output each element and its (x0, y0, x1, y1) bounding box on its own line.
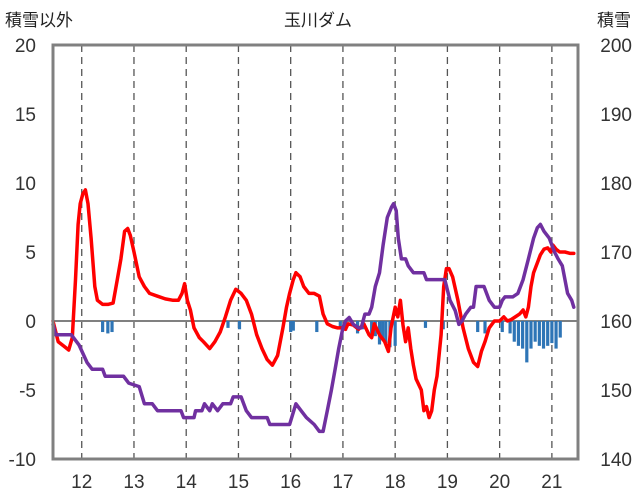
bar (537, 321, 541, 346)
bar (423, 321, 428, 328)
left-tick-label: 20 (15, 36, 36, 57)
x-tick-label: 20 (489, 472, 510, 493)
x-tick-label: 18 (385, 472, 406, 493)
bar (550, 321, 554, 344)
bar (521, 321, 525, 349)
right-tick-label: 150 (600, 381, 632, 402)
x-tick-label: 14 (176, 472, 198, 493)
right-tick-label: 180 (600, 174, 632, 195)
right-tick-label: 200 (600, 36, 632, 57)
right-tick-label: 170 (600, 243, 632, 264)
x-tick-labels: 12 13 14 15 16 17 18 19 20 21 (71, 472, 562, 493)
bar (483, 321, 487, 334)
bar (110, 321, 114, 333)
right-tick-label: 140 (600, 450, 632, 471)
bar (508, 321, 512, 334)
x-tick-label: 13 (123, 472, 144, 493)
bar (500, 321, 504, 333)
left-tick-label: 0 (25, 312, 36, 333)
bar (338, 321, 342, 330)
bar (512, 321, 516, 342)
left-tick-label: 5 (25, 243, 36, 264)
bar (106, 321, 110, 334)
right-tick-labels: 140 150 160 170 180 190 200 (600, 36, 632, 471)
bar (541, 321, 546, 349)
bar (529, 321, 533, 349)
bar (516, 321, 521, 346)
left-tick-label: 10 (15, 174, 36, 195)
series-line-1 (51, 188, 576, 420)
bar (226, 321, 230, 328)
x-tick-label: 19 (437, 472, 458, 493)
left-tick-label: 15 (15, 105, 36, 126)
bar (533, 321, 537, 342)
bar (558, 321, 562, 338)
right-tick-label: 190 (600, 105, 632, 126)
bar (289, 321, 293, 333)
x-tick-label: 17 (332, 472, 353, 493)
chart-title: 玉川ダム (284, 11, 352, 31)
series-line-2 (51, 201, 576, 434)
bar (476, 321, 480, 333)
bar (315, 321, 319, 333)
left-axis-label: 積雪以外 (5, 11, 73, 31)
right-axis-label: 積雪 (597, 11, 631, 31)
bar (393, 321, 397, 346)
right-tick-label: 160 (600, 312, 632, 333)
bar (237, 321, 242, 330)
x-tick-label: 21 (541, 472, 562, 493)
bar (554, 321, 558, 349)
plot-frame (51, 43, 580, 461)
x-tick-label: 12 (71, 472, 92, 493)
x-tick-label: 16 (280, 472, 301, 493)
left-tick-labels: -10 -5 0 5 10 15 20 (9, 36, 36, 471)
x-tick-label: 15 (228, 472, 249, 493)
bar (525, 321, 529, 363)
left-tick-label: -10 (9, 450, 36, 471)
bar (546, 321, 550, 346)
bar (101, 321, 105, 333)
bar (381, 321, 385, 341)
grid-lines (81, 45, 553, 459)
line-series (51, 188, 576, 434)
bar (384, 321, 388, 344)
bar (291, 321, 295, 331)
left-tick-label: -5 (19, 381, 36, 402)
